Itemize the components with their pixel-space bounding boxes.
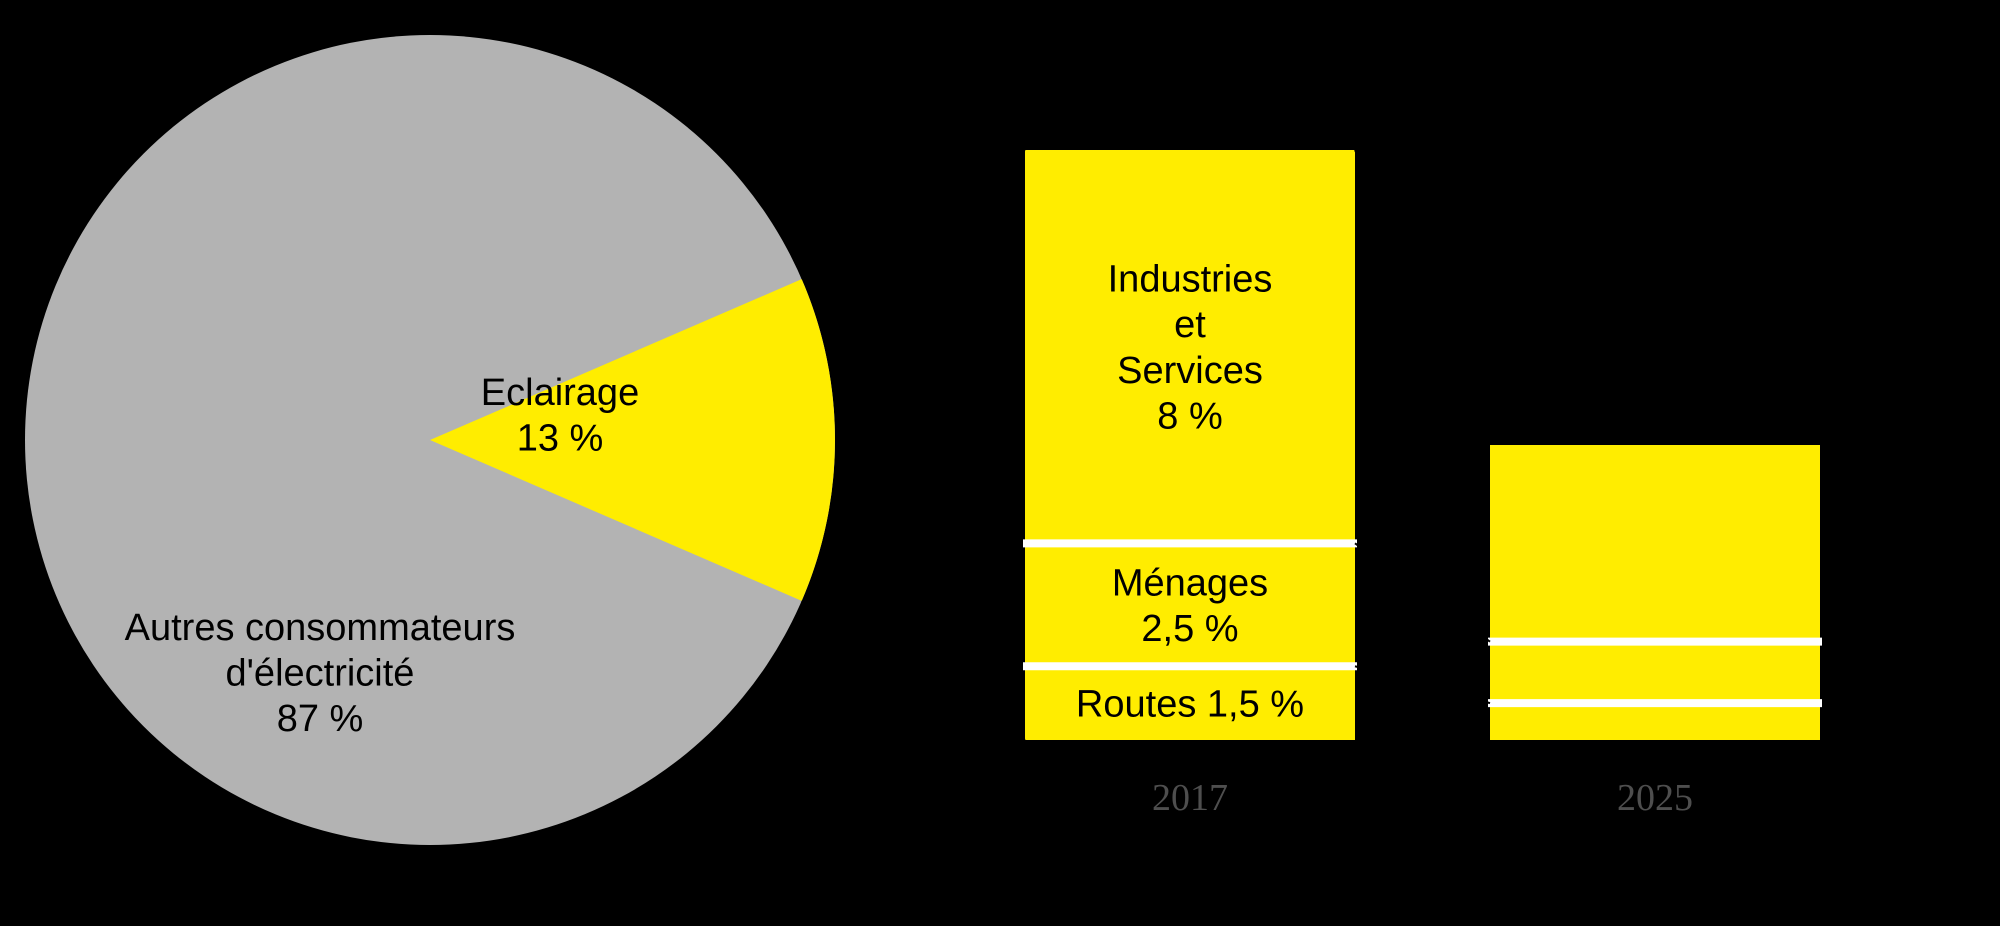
- year-label-2017: 2017: [1152, 777, 1228, 819]
- bar2025-segment-0: [1490, 445, 1820, 642]
- year-label-2025: 2025: [1617, 777, 1693, 819]
- bar2017-segment-0: [1025, 150, 1355, 543]
- bar2025-segment-2: [1490, 703, 1820, 740]
- bar2025-segment-1: [1490, 642, 1820, 703]
- bar2017-label-2: Routes 1,5 %: [1076, 683, 1304, 725]
- change-arrow-shaft: [1644, 150, 1666, 310]
- change-label: -50 %: [1790, 208, 1910, 260]
